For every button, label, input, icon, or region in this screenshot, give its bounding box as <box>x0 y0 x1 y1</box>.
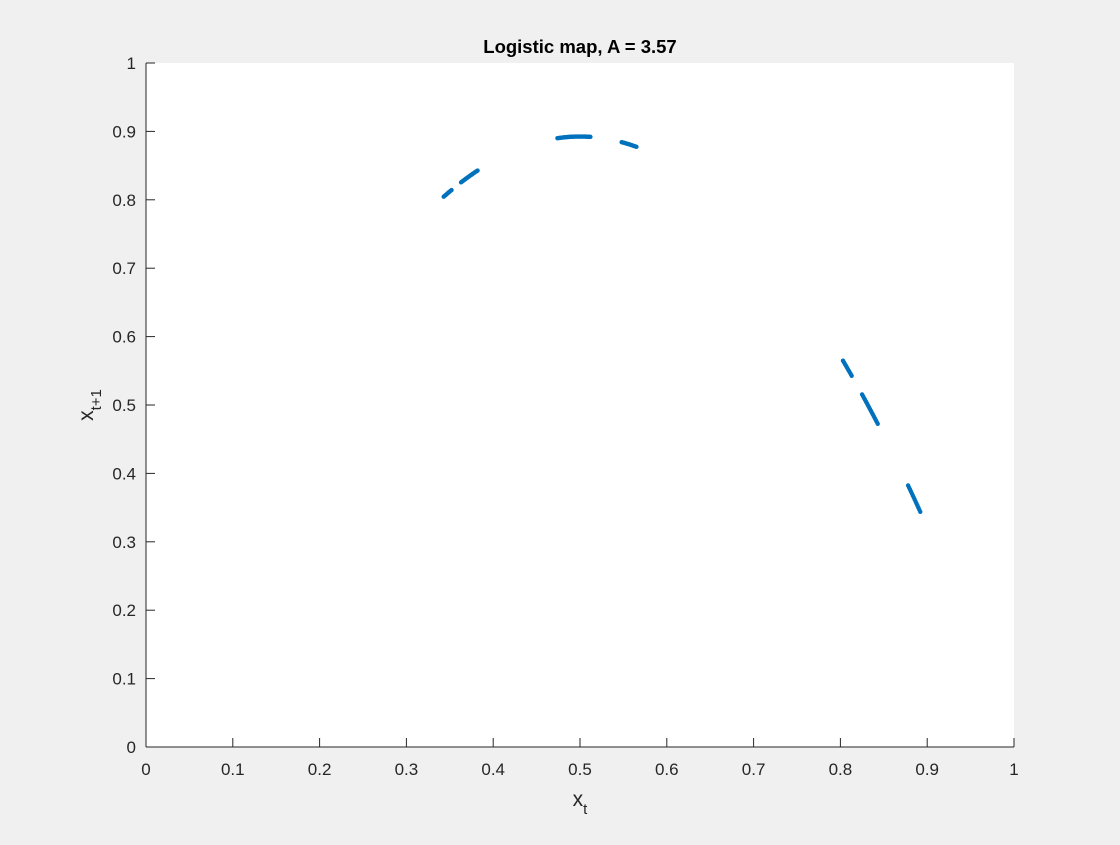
y-tick-label: 0.5 <box>112 396 136 415</box>
chart-title: Logistic map, A = 3.57 <box>483 36 676 57</box>
data-point <box>588 134 593 140</box>
data-point <box>475 168 480 173</box>
y-tick-label: 1 <box>127 54 136 73</box>
y-axis-label: xt+1 <box>75 389 105 421</box>
y-tick-label: 0.1 <box>112 670 136 689</box>
y-axis-label-subscript: t+1 <box>88 389 105 410</box>
x-tick-label: 0 <box>141 760 150 779</box>
x-tick-label: 0.4 <box>481 760 505 779</box>
data-point <box>918 509 923 514</box>
y-tick-label: 0.4 <box>112 464 136 483</box>
x-tick-label: 0.9 <box>915 760 939 779</box>
x-tick-label: 0.6 <box>655 760 679 779</box>
y-tick-label: 0.8 <box>112 191 136 210</box>
y-tick-label: 0.6 <box>112 328 136 347</box>
y-axis-label-main: x <box>75 410 98 421</box>
y-tick-label: 0.9 <box>112 122 136 141</box>
x-tick-label: 1 <box>1009 760 1018 779</box>
x-tick-label: 0.5 <box>568 760 592 779</box>
x-tick-label: 0.3 <box>395 760 419 779</box>
y-tick-label: 0.7 <box>112 259 136 278</box>
y-tick-label: 0 <box>127 738 136 757</box>
data-point <box>449 187 454 193</box>
y-axis-ticks: 0 0.1 0.2 0.3 0.4 0.5 0.6 0.7 0.8 0.9 1 <box>112 54 155 757</box>
x-axis-ticks: 0 0.1 0.2 0.3 0.4 0.5 0.6 0.7 0.8 0.9 1 <box>141 738 1019 779</box>
data-point <box>634 144 639 150</box>
y-tick-label: 0.2 <box>112 601 136 620</box>
data-point <box>849 373 854 378</box>
x-tick-label: 0.1 <box>221 760 245 779</box>
x-axis-label-subscript: t <box>583 801 588 818</box>
x-tick-label: 0.8 <box>829 760 853 779</box>
x-tick-label: 0.7 <box>742 760 766 779</box>
data-points <box>441 134 923 514</box>
axes-background <box>146 63 1014 747</box>
x-axis-label: xt <box>573 788 589 818</box>
y-tick-label: 0.3 <box>112 533 136 552</box>
x-tick-label: 0.2 <box>308 760 332 779</box>
x-axis-label-main: x <box>573 788 584 811</box>
data-point <box>875 421 880 427</box>
